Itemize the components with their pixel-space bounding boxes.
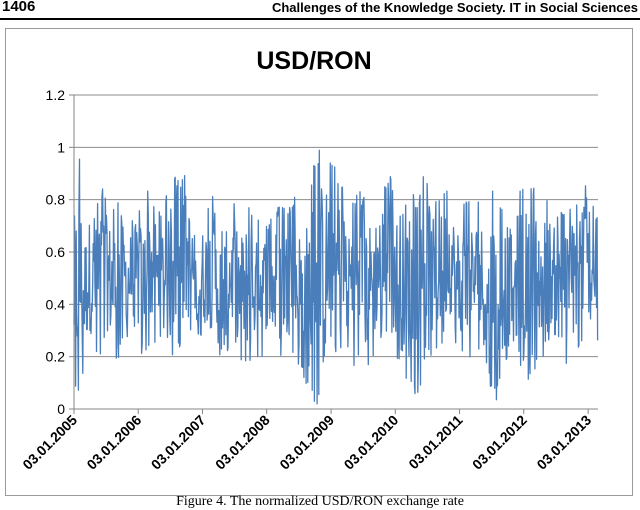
series-line-0	[73, 149, 599, 405]
series-layer	[73, 149, 599, 405]
x-tick-label-7: 03.01.2012	[469, 412, 530, 473]
x-tick-label-3: 03.01.2008	[212, 412, 273, 473]
page-header: 1406 Challenges of the Knowledge Society…	[0, 0, 640, 20]
page-number: 1406	[2, 0, 36, 15]
y-tick-label-3: 0.6	[46, 244, 66, 260]
exchange-rate-chart: USD/RON 00.20.40.60.811.2 03.01.2005 03.0…	[19, 47, 599, 473]
x-tick-label-4: 03.01.2009	[276, 412, 337, 473]
y-tick-label-0: 0	[57, 401, 65, 417]
y-tick-label-5: 1	[57, 139, 65, 155]
y-axis-ticks: 0 0.2 0.4 0.6 0.8 1 1.2	[46, 87, 74, 417]
y-tick-label-6: 1.2	[46, 87, 66, 103]
x-tick-label-5: 03.01.2010	[341, 412, 402, 473]
y-tick-label-4: 0.8	[46, 192, 66, 208]
x-tick-label-8: 03.01.2013	[533, 412, 594, 473]
x-tick-label-2: 03.01.2007	[148, 412, 209, 473]
figure-caption: Figure 4. The normalized USD/RON exchang…	[176, 494, 464, 509]
y-tick-label-1: 0.2	[46, 349, 66, 365]
x-tick-label-6: 03.01.2011	[405, 412, 465, 472]
x-tick-label-0: 03.01.2005	[19, 412, 80, 473]
chart-title: USD/RON	[256, 47, 371, 75]
x-tick-label-1: 03.01.2006	[83, 412, 144, 473]
y-tick-label-2: 0.4	[46, 296, 66, 312]
running-head: Challenges of the Knowledge Society. IT …	[271, 0, 638, 15]
x-axis-ticks: 03.01.2005 03.01.2006 03.01.2007 03.01.2008…	[19, 409, 594, 473]
